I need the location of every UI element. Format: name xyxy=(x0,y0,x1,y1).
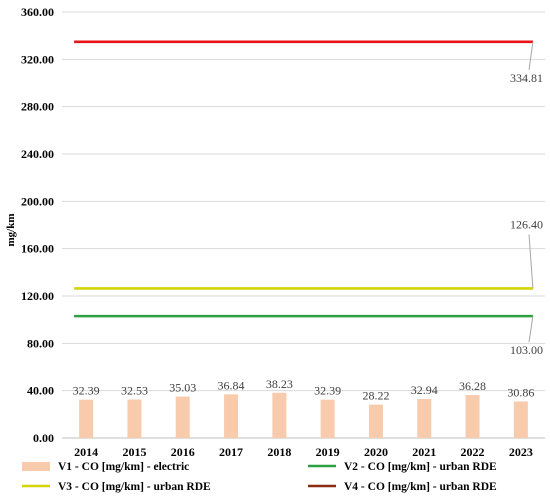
bar-value-label: 32.39 xyxy=(314,384,341,398)
y-tick-label: 240.00 xyxy=(21,147,54,161)
bar xyxy=(417,399,432,438)
x-tick-label: 2021 xyxy=(412,445,436,459)
x-tick-label: 2015 xyxy=(122,445,146,459)
bar-value-label: 28.22 xyxy=(362,389,389,403)
x-tick-labels: 2014 2015 2016 2017 2018 2019 2020 2021 2022 2023 xyxy=(74,445,533,459)
line-end-label: 334.81 xyxy=(510,71,543,85)
bar-value-label: 35.03 xyxy=(169,381,196,395)
legend-label: V1 - CO [mg/km] - electric xyxy=(58,461,189,473)
y-tick-label: 160.00 xyxy=(21,242,54,256)
y-tick-label: 120.00 xyxy=(21,289,54,303)
x-tick-label: 2019 xyxy=(316,445,340,459)
legend-label: V4 - CO [mg/km] - urban RDE xyxy=(344,481,497,493)
bar-value-label: 32.53 xyxy=(121,384,148,398)
bar-value-label: 32.39 xyxy=(73,384,100,398)
y-tick-label: 200.00 xyxy=(21,194,54,208)
bar xyxy=(368,404,383,438)
bar-value-label: 30.86 xyxy=(507,385,534,399)
bar-value-label: 36.84 xyxy=(218,378,245,392)
x-tick-label: 2016 xyxy=(171,445,195,459)
bar xyxy=(320,399,335,438)
legend-label: V3 - CO [mg/km] - urban RDE xyxy=(58,481,211,493)
x-tick-label: 2022 xyxy=(461,445,485,459)
leader-line xyxy=(528,316,534,343)
x-tick-label: 2017 xyxy=(219,445,243,459)
x-tick-label: 2014 xyxy=(74,445,98,459)
line-end-label: 126.40 xyxy=(510,217,543,231)
x-tick-label: 2020 xyxy=(364,445,388,459)
y-tick-label: 0.00 xyxy=(33,431,54,445)
x-tick-label: 2023 xyxy=(509,445,533,459)
y-tick-label: 280.00 xyxy=(21,100,54,114)
y-tick-label: 320.00 xyxy=(21,52,54,66)
bar-data-labels: 32.39 32.53 35.03 36.84 38.23 32.39 28.22 32.94… xyxy=(73,377,535,403)
bar xyxy=(272,392,287,438)
bar xyxy=(465,395,480,438)
bar-value-label: 36.28 xyxy=(459,379,486,393)
bar-value-label: 38.23 xyxy=(266,377,293,391)
y-tick-label: 360.00 xyxy=(21,5,54,19)
y-tick-label: 40.00 xyxy=(27,384,54,398)
bars xyxy=(79,392,528,438)
series-lines xyxy=(74,40,533,318)
bar xyxy=(79,399,94,438)
line-end-label: 103.00 xyxy=(510,343,543,357)
bar xyxy=(513,401,528,438)
bar-value-label: 32.94 xyxy=(411,383,438,397)
leader-line xyxy=(528,234,534,289)
bar xyxy=(224,394,239,438)
legend-label: V2 - CO [mg/km] - urban RDE xyxy=(344,461,497,473)
line-end-labels: 103.00 126.40 334.81 xyxy=(510,41,543,357)
bar xyxy=(175,396,190,438)
y-tick-labels: 0.00 40.00 80.00 120.00 160.00 200.00 240.00 28… xyxy=(21,5,54,445)
legend: V1 - CO [mg/km] - electric V2 - CO [mg/km… xyxy=(22,461,497,493)
bar xyxy=(127,399,142,438)
leader-line xyxy=(528,41,534,70)
legend-swatch xyxy=(22,462,50,471)
y-tick-label: 80.00 xyxy=(27,336,54,350)
y-axis-label: mg/km xyxy=(5,214,17,247)
x-tick-label: 2018 xyxy=(267,445,291,459)
gridlines xyxy=(62,11,545,439)
